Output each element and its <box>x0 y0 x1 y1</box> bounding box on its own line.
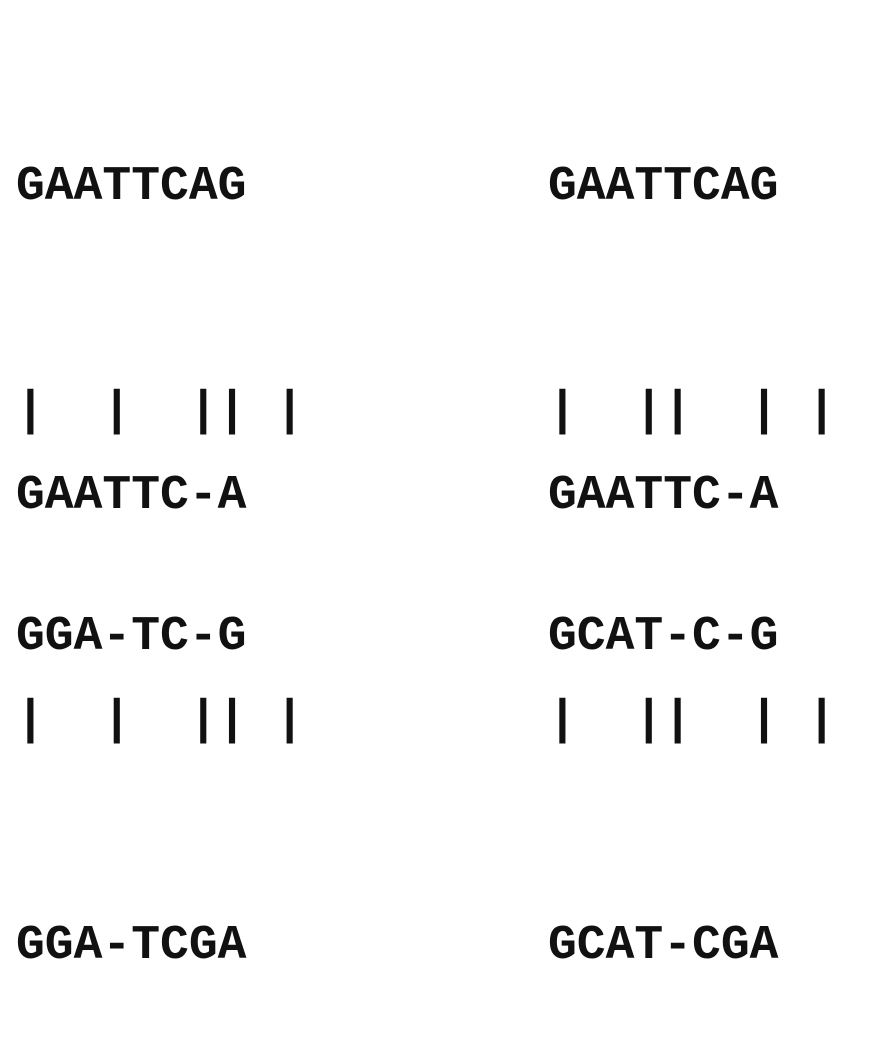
alignment-4-match-line: | || | | <box>548 694 837 748</box>
alignment-2-top-sequence: GAATTCAG <box>548 160 779 214</box>
alignment-3: GAATTC-A | | || | GGA-TCGA <box>16 309 304 1054</box>
alignment-1-top-sequence: GAATTCAG <box>16 160 247 214</box>
alignment-4: GAATTC-A | || | | GCAT-CGA <box>548 309 836 1054</box>
alignment-3-top-sequence: GAATTC-A <box>16 469 247 523</box>
alignment-2-match-line: | || | | <box>548 385 837 439</box>
alignment-3-bottom-sequence: GGA-TCGA <box>16 919 247 973</box>
alignment-1-match-line: | | || | <box>16 385 305 439</box>
alignment-3-match-line: | | || | <box>16 694 305 748</box>
alignment-4-top-sequence: GAATTC-A <box>548 469 779 523</box>
alignment-4-bottom-sequence: GCAT-CGA <box>548 919 779 973</box>
